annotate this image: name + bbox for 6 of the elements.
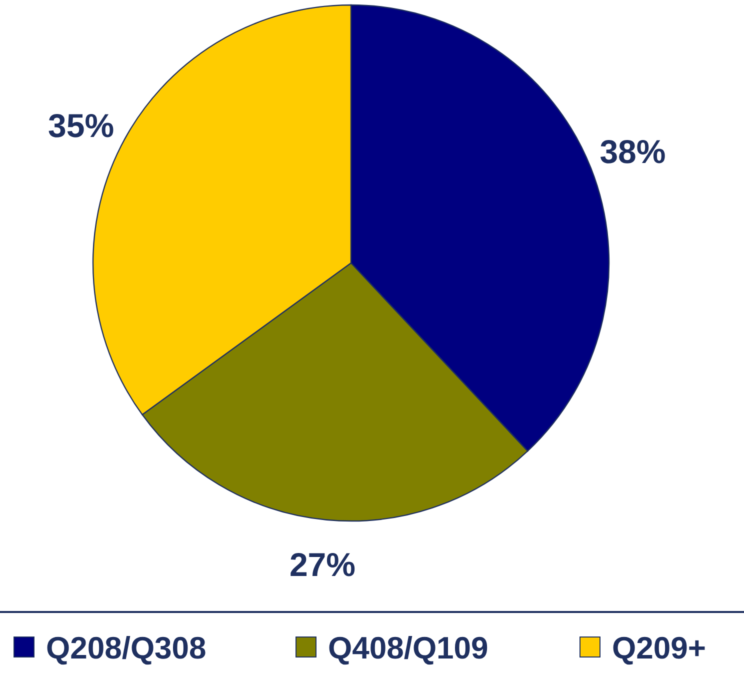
data-label: 38%: [600, 132, 666, 170]
data-label: 35%: [48, 106, 114, 144]
legend-label: Q408/Q109: [328, 630, 488, 666]
data-label: 27%: [289, 546, 356, 584]
legend-label: Q209+: [612, 630, 706, 666]
legend-label: Q208/Q308: [46, 630, 206, 666]
